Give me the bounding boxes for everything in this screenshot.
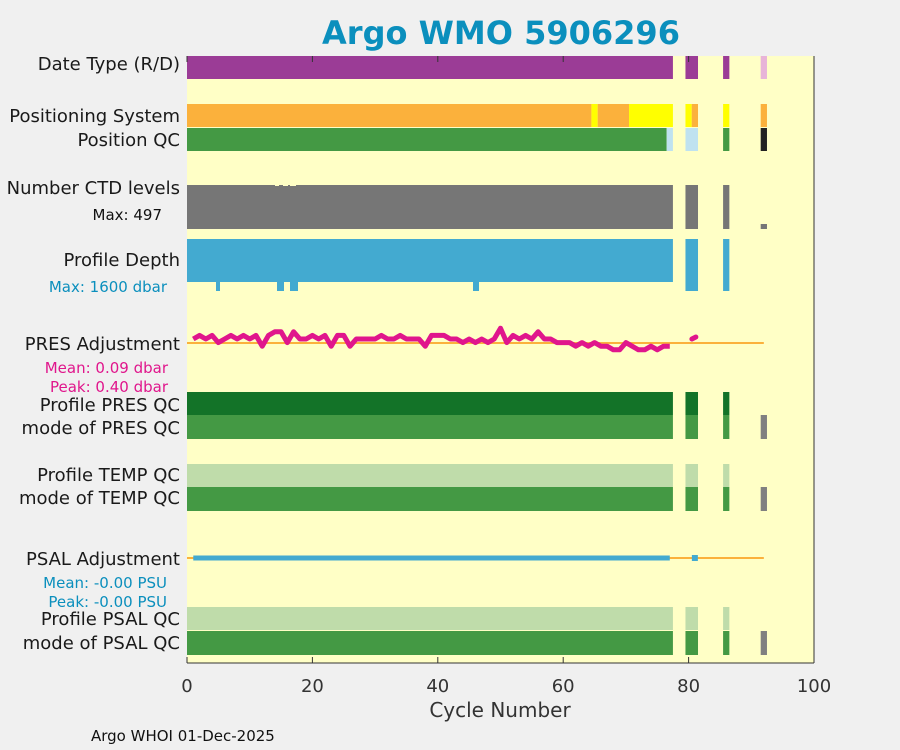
mode-psal-qc-segment <box>723 631 730 655</box>
pres-adjustment-line <box>192 325 670 353</box>
mode-pres-qc-segment <box>187 415 673 439</box>
row-label: Profile PSAL QC <box>41 609 180 630</box>
position-qc-segment <box>723 128 730 151</box>
profile-pres-qc-segment <box>685 392 699 415</box>
ctd-levels-segment <box>760 224 767 229</box>
position-qc-segment <box>187 128 667 151</box>
footer-text: Argo WHOI 01-Dec-2025 <box>91 727 275 745</box>
row-label: Profile Depth <box>63 250 180 271</box>
row-label: Number CTD levels <box>7 178 180 199</box>
x-tick-label: 40 <box>426 676 449 697</box>
mode-temp-qc-segment <box>760 487 767 511</box>
profile-depth-notch <box>479 282 674 291</box>
mode-temp-qc-segment <box>723 487 730 511</box>
position-qc-segment <box>685 128 699 151</box>
ctd-levels-segment <box>685 185 699 229</box>
psal-adjustment-point <box>691 555 698 561</box>
row-sublabel: Mean: -0.00 PSU <box>43 574 167 592</box>
positioning-segment <box>187 104 592 127</box>
mode-pres-qc-segment <box>760 415 767 439</box>
mode-psal-qc-segment <box>685 631 699 655</box>
position-qc-segment <box>666 128 673 151</box>
positioning-segment <box>760 104 767 127</box>
ctd-levels-notch <box>275 184 279 186</box>
positioning-segment <box>597 104 630 127</box>
positioning-segment <box>629 104 673 127</box>
mode-psal-qc-segment <box>187 631 673 655</box>
row-sublabel: Peak: -0.00 PSU <box>48 593 167 611</box>
x-tick-label: 20 <box>301 676 324 697</box>
row-label: mode of PRES QC <box>22 418 180 439</box>
profile-temp-qc-segment <box>187 464 673 487</box>
date-type-segment <box>685 56 699 79</box>
positioning-segment <box>691 104 699 127</box>
row-label: PSAL Adjustment <box>26 549 180 570</box>
profile-depth-notch <box>220 282 277 291</box>
positioning-segment <box>723 104 730 127</box>
profile-pres-qc-segment <box>723 392 730 415</box>
ctd-levels-notch <box>283 184 288 186</box>
profile-depth-segment <box>723 239 730 291</box>
ctd-levels-notch <box>290 184 296 186</box>
mode-temp-qc-segment <box>187 487 673 511</box>
positioning-segment <box>685 104 692 127</box>
x-tick-label: 80 <box>677 676 700 697</box>
profile-temp-qc-segment <box>685 464 699 487</box>
profile-depth-notch <box>284 282 290 291</box>
profile-temp-qc-segment <box>723 464 730 487</box>
date-type-segment <box>187 56 673 79</box>
plot-area <box>187 56 814 663</box>
row-sublabel: Max: 497 <box>93 206 162 224</box>
row-label: Profile PRES QC <box>40 395 180 416</box>
row-label: mode of PSAL QC <box>23 633 180 654</box>
mode-pres-qc-segment <box>723 415 730 439</box>
row-label: Position QC <box>77 130 180 151</box>
x-tick-label: 60 <box>552 676 575 697</box>
mode-psal-qc-segment <box>760 631 767 655</box>
position-qc-segment <box>760 128 767 151</box>
date-type-segment <box>760 56 767 79</box>
x-tick-label: 0 <box>181 676 192 697</box>
row-label: mode of TEMP QC <box>19 488 180 509</box>
row-sublabel: Max: 1600 dbar <box>49 278 168 296</box>
pres-adjustment-point <box>689 334 699 342</box>
profile-psal-qc-segment <box>723 607 730 630</box>
profile-depth-notch <box>187 282 216 291</box>
ctd-levels-segment <box>187 185 673 229</box>
profile-pres-qc-segment <box>187 392 673 415</box>
row-sublabel: Mean: 0.09 dbar <box>45 359 169 377</box>
row-label: PRES Adjustment <box>25 334 180 355</box>
positioning-segment <box>591 104 598 127</box>
x-tick-label: 100 <box>797 676 831 697</box>
profile-psal-qc-segment <box>187 607 673 630</box>
row-label: Positioning System <box>9 106 180 127</box>
mode-temp-qc-segment <box>685 487 699 511</box>
profile-psal-qc-segment <box>685 607 699 630</box>
date-type-segment <box>723 56 730 79</box>
mode-pres-qc-segment <box>685 415 699 439</box>
x-axis-label: Cycle Number <box>429 698 571 722</box>
ctd-levels-segment <box>723 185 730 229</box>
row-sublabel: Peak: 0.40 dbar <box>50 378 169 396</box>
row-label: Date Type (R/D) <box>38 54 180 75</box>
row-label: Profile TEMP QC <box>37 465 180 486</box>
profile-depth-segment <box>685 239 699 291</box>
profile-depth-notch <box>298 282 473 291</box>
chart-title: Argo WMO 5906296 <box>322 14 680 52</box>
